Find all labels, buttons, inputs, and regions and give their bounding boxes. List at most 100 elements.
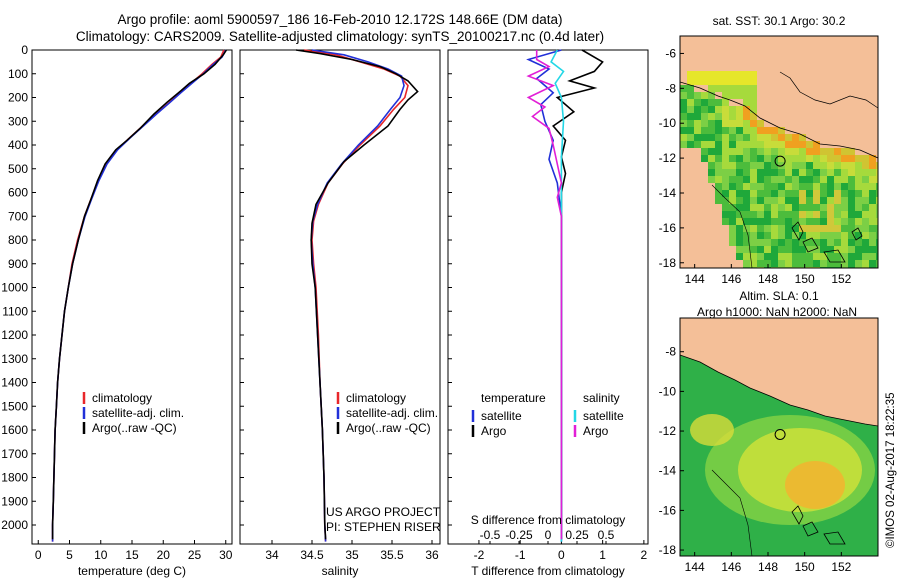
sst-cell bbox=[785, 211, 792, 218]
sst-cell bbox=[680, 99, 687, 106]
sal-xtick-label: 34 bbox=[265, 548, 279, 562]
sst-cell bbox=[841, 253, 848, 260]
sst-cell bbox=[750, 239, 757, 246]
sst-cell bbox=[785, 176, 792, 183]
sst-cell bbox=[778, 260, 785, 267]
sst-cell bbox=[743, 113, 750, 120]
sst-cell bbox=[694, 134, 701, 141]
sst-cell bbox=[834, 197, 841, 204]
sst-cell bbox=[764, 239, 771, 246]
sst-cell bbox=[701, 127, 708, 134]
sst-cell bbox=[729, 204, 736, 211]
sst-cell bbox=[869, 176, 876, 183]
sst-cell bbox=[757, 218, 764, 225]
sst-cell bbox=[862, 253, 869, 260]
temperature-series bbox=[51, 49, 228, 542]
sst-cell bbox=[820, 204, 827, 211]
sst-cell bbox=[743, 92, 750, 99]
sst-cell bbox=[764, 127, 771, 134]
sst-cell bbox=[750, 190, 757, 197]
map-lat-label: -6 bbox=[665, 46, 676, 60]
sst-cell bbox=[792, 141, 799, 148]
sst-cell bbox=[848, 183, 855, 190]
sla-map: Altim. SLA: 0.1 Argo h1000: NaN h2000: N… bbox=[659, 289, 879, 574]
depth-tick-label: 800 bbox=[8, 233, 28, 247]
sla-high-region bbox=[785, 461, 845, 509]
sst-cell bbox=[834, 211, 841, 218]
sst-cell bbox=[862, 239, 869, 246]
sst-argo-position-marker bbox=[774, 155, 786, 167]
legend-label: satellite bbox=[583, 409, 624, 423]
sst-cell bbox=[799, 162, 806, 169]
sst-cell bbox=[827, 204, 834, 211]
sst-cell bbox=[736, 127, 743, 134]
sst-cell bbox=[701, 113, 708, 120]
sst-cell bbox=[750, 71, 757, 78]
sst-cell bbox=[694, 120, 701, 127]
sst-cell bbox=[722, 141, 729, 148]
sst-cell bbox=[820, 148, 827, 155]
sst-cell bbox=[743, 253, 750, 260]
sst-cell bbox=[841, 218, 848, 225]
sst-cell bbox=[827, 239, 834, 246]
sla-coastline bbox=[680, 354, 878, 427]
sst-cell bbox=[722, 99, 729, 106]
sst-cell bbox=[743, 141, 750, 148]
sst-cell bbox=[736, 92, 743, 99]
map-lat-label: -14 bbox=[659, 464, 677, 478]
sst-cell bbox=[778, 141, 785, 148]
sst-cell bbox=[876, 183, 878, 190]
sst-cell bbox=[806, 260, 813, 267]
sst-cell bbox=[869, 246, 876, 253]
legend-header-salinity: salinity bbox=[583, 391, 620, 405]
sst-cell bbox=[799, 169, 806, 176]
sst-cell bbox=[869, 232, 876, 239]
sst-cell bbox=[876, 197, 878, 204]
map-lon-label: 146 bbox=[721, 272, 741, 286]
sst-cell bbox=[729, 85, 736, 92]
depth-tick-label: 0 bbox=[21, 43, 28, 57]
sst-cell bbox=[750, 141, 757, 148]
sst-cell bbox=[855, 218, 862, 225]
sst-cell bbox=[750, 162, 757, 169]
sst-cell bbox=[771, 183, 778, 190]
sst-cell bbox=[757, 183, 764, 190]
sst-cell bbox=[764, 169, 771, 176]
sst-cell bbox=[792, 218, 799, 225]
sst-cell bbox=[687, 120, 694, 127]
sst-cell bbox=[820, 183, 827, 190]
sst-cell bbox=[820, 169, 827, 176]
sst-cell bbox=[771, 232, 778, 239]
sst-cell bbox=[848, 155, 855, 162]
sst-cell bbox=[785, 162, 792, 169]
sst-cell bbox=[722, 183, 729, 190]
sst-cell bbox=[708, 169, 715, 176]
depth-tick-label: 1000 bbox=[1, 281, 28, 295]
sst-cell bbox=[778, 239, 785, 246]
sal-series-line bbox=[303, 49, 409, 542]
sst-cell bbox=[827, 176, 834, 183]
map-lat-label: -8 bbox=[665, 81, 676, 95]
salinity-panel: 34 34.5 35 35.5 36 salinity climatologysatel… bbox=[239, 49, 441, 578]
sst-cell bbox=[680, 92, 687, 99]
sst-cell bbox=[785, 232, 792, 239]
sst-map: sat. SST: 30.1 Argo: 30.2 144 146 148 150 15… bbox=[659, 14, 879, 286]
map-lat-label: -18 bbox=[659, 256, 677, 270]
sst-cell bbox=[778, 190, 785, 197]
sst-cell bbox=[757, 120, 764, 127]
sst-cell bbox=[729, 239, 736, 246]
sst-cell bbox=[708, 99, 715, 106]
sst-heatmap-cells bbox=[680, 71, 878, 268]
sst-cell bbox=[785, 218, 792, 225]
sst-cell bbox=[687, 141, 694, 148]
sst-cell bbox=[806, 183, 813, 190]
sla-reef-outline bbox=[711, 469, 753, 556]
sst-cell bbox=[827, 232, 834, 239]
sst-cell bbox=[855, 197, 862, 204]
sst-cell bbox=[757, 246, 764, 253]
sst-cell bbox=[799, 183, 806, 190]
map-lat-label: -10 bbox=[659, 116, 677, 130]
diff-xtick-label: -2 bbox=[474, 548, 485, 562]
